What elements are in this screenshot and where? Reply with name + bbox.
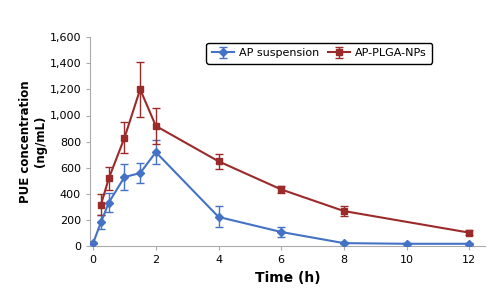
Legend: AP suspension, AP-PLGA-NPs: AP suspension, AP-PLGA-NPs — [206, 43, 432, 64]
X-axis label: Time (h): Time (h) — [254, 271, 320, 285]
Y-axis label: PUE concentration
(ng/mL): PUE concentration (ng/mL) — [18, 80, 46, 203]
